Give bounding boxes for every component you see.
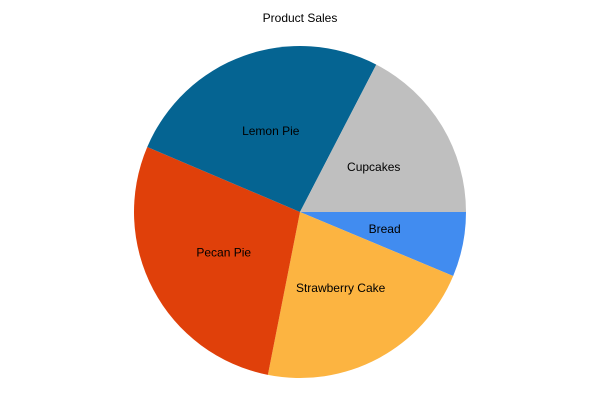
- pie-slice-lemon-pie: [147, 45, 377, 213]
- pie-slice-bread: [300, 212, 466, 277]
- slice-label: Pecan Pie: [196, 245, 251, 259]
- slice-label: Lemon Pie: [242, 124, 300, 138]
- pie-slice-cupcakes: [300, 64, 466, 212]
- pie-slice-strawberry-cake: [267, 212, 454, 378]
- slice-label: Strawberry Cake: [296, 281, 386, 295]
- slice-label: Cupcakes: [347, 160, 400, 174]
- slice-label: Bread: [369, 222, 401, 236]
- pie-slice-pecan-pie: [134, 147, 300, 375]
- chart-title: Product Sales: [262, 11, 338, 25]
